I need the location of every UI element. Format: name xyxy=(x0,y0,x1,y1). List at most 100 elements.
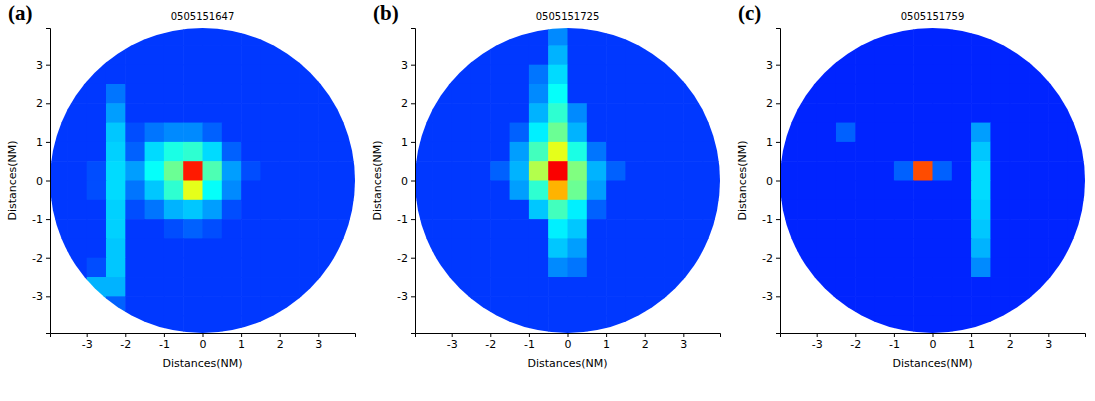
cell xyxy=(645,103,665,123)
cell xyxy=(548,238,568,258)
cell xyxy=(952,258,972,278)
x-axis-line xyxy=(51,334,356,338)
cell xyxy=(836,161,856,181)
cell xyxy=(587,200,607,220)
cell xyxy=(67,45,87,65)
cell xyxy=(1048,84,1068,104)
cell xyxy=(106,45,126,65)
cell xyxy=(664,84,684,104)
cell xyxy=(797,26,817,46)
cell xyxy=(67,161,87,181)
cell xyxy=(894,45,914,65)
cell xyxy=(106,296,126,316)
tick: 2 xyxy=(1007,333,1014,351)
cell xyxy=(183,45,203,65)
cell xyxy=(222,296,242,316)
cell xyxy=(836,238,856,258)
cell xyxy=(318,65,338,85)
cell xyxy=(548,258,568,278)
cell xyxy=(318,200,338,220)
cell xyxy=(67,277,87,297)
cell xyxy=(778,142,798,162)
cell xyxy=(625,161,645,181)
tick-mark xyxy=(411,65,415,66)
cell xyxy=(87,181,107,201)
cell xyxy=(971,316,991,336)
cell xyxy=(817,258,837,278)
cell xyxy=(529,84,549,104)
cell xyxy=(203,123,223,143)
cell xyxy=(510,238,530,258)
cell xyxy=(894,142,914,162)
cell xyxy=(548,103,568,123)
cell xyxy=(280,316,300,336)
cell xyxy=(222,238,242,258)
cell xyxy=(952,296,972,316)
cell xyxy=(222,161,242,181)
cell xyxy=(683,316,703,336)
cell xyxy=(797,238,817,258)
cell xyxy=(318,142,338,162)
cell xyxy=(338,258,358,278)
tick-label: 3 xyxy=(1045,338,1052,351)
cell xyxy=(510,65,530,85)
cell xyxy=(338,316,358,336)
cell xyxy=(413,26,433,46)
cell xyxy=(1048,316,1068,336)
tick-label: -2 xyxy=(120,338,131,351)
cell xyxy=(145,296,165,316)
tick-label: 0 xyxy=(565,338,572,351)
cell xyxy=(913,238,933,258)
cell xyxy=(490,103,510,123)
cell xyxy=(1029,277,1049,297)
cell xyxy=(1010,238,1030,258)
cell xyxy=(145,181,165,201)
cell xyxy=(490,200,510,220)
cell xyxy=(1068,219,1088,239)
cell xyxy=(260,161,280,181)
cell xyxy=(145,200,165,220)
cell xyxy=(855,45,875,65)
cell xyxy=(529,26,549,46)
cell xyxy=(548,142,568,162)
tick-label: 3 xyxy=(36,59,43,72)
tick: 0 xyxy=(36,175,50,188)
cell xyxy=(1029,65,1049,85)
cell xyxy=(183,296,203,316)
cell xyxy=(432,200,452,220)
tick-label: 3 xyxy=(680,338,687,351)
cell xyxy=(1048,65,1068,85)
cell xyxy=(164,238,184,258)
cell xyxy=(875,238,895,258)
tick: 1 xyxy=(238,333,245,351)
cell xyxy=(260,277,280,297)
cell xyxy=(260,219,280,239)
cell xyxy=(933,238,953,258)
cell xyxy=(894,219,914,239)
cell xyxy=(568,65,588,85)
cell xyxy=(490,277,510,297)
tick: -1 xyxy=(762,213,780,226)
cell xyxy=(990,258,1010,278)
cell xyxy=(836,45,856,65)
cell xyxy=(183,123,203,143)
cell xyxy=(683,296,703,316)
cell xyxy=(413,65,433,85)
tick: 0 xyxy=(401,175,415,188)
cell xyxy=(797,181,817,201)
cell xyxy=(875,200,895,220)
cell xyxy=(318,45,338,65)
cell xyxy=(241,84,261,104)
cell xyxy=(299,181,319,201)
cell xyxy=(280,200,300,220)
cell xyxy=(933,65,953,85)
cell xyxy=(183,238,203,258)
cell xyxy=(318,103,338,123)
cell xyxy=(145,45,165,65)
cell xyxy=(1068,161,1088,181)
tick-label: -2 xyxy=(397,252,408,265)
cell xyxy=(471,296,491,316)
tick: -1 xyxy=(397,213,415,226)
cell xyxy=(87,123,107,143)
cell xyxy=(703,65,723,85)
